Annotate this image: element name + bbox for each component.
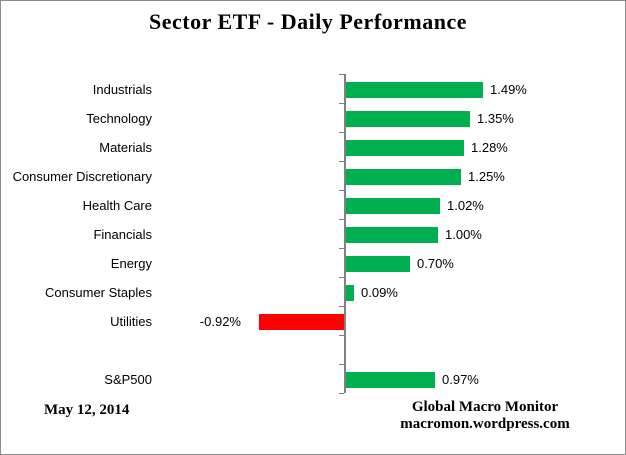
bar-s-p500 xyxy=(346,372,435,388)
axis-tick xyxy=(339,364,344,365)
bar-industrials xyxy=(346,82,483,98)
axis-tick xyxy=(339,335,344,336)
value-label: 1.28% xyxy=(471,140,508,155)
axis-tick xyxy=(339,190,344,191)
bar-energy xyxy=(346,256,410,272)
axis-tick xyxy=(339,393,344,394)
category-label: Industrials xyxy=(92,82,152,97)
bar-consumer-discretionary xyxy=(346,169,461,185)
axis-tick xyxy=(339,277,344,278)
value-label: 1.49% xyxy=(490,82,527,97)
bar-health-care xyxy=(346,198,440,214)
value-label: 1.25% xyxy=(468,169,505,184)
value-label: 1.02% xyxy=(447,198,484,213)
bar-utilities xyxy=(259,314,344,330)
category-label: Materials xyxy=(99,140,152,155)
category-label: S&P500 xyxy=(104,372,152,387)
axis-tick xyxy=(339,248,344,249)
source-attribution: Global Macro Monitor macromon.wordpress.… xyxy=(375,399,595,433)
category-label: Technology xyxy=(86,111,152,126)
value-label: -0.92% xyxy=(199,314,241,329)
category-label: Health Care xyxy=(82,198,152,213)
category-label: Financials xyxy=(93,227,152,242)
bar-consumer-staples xyxy=(346,285,354,301)
value-label: 1.00% xyxy=(445,227,482,242)
value-label: 0.70% xyxy=(417,256,454,271)
bar-financials xyxy=(346,227,438,243)
category-label: Energy xyxy=(110,256,152,271)
category-label: Utilities xyxy=(110,314,152,329)
axis-tick xyxy=(339,161,344,162)
category-label: Consumer Discretionary xyxy=(12,169,152,184)
source-name: Global Macro Monitor xyxy=(411,399,559,415)
axis-tick xyxy=(339,74,344,75)
category-label: Consumer Staples xyxy=(45,285,152,300)
value-label: 1.35% xyxy=(477,111,514,126)
date-label: May 12, 2014 xyxy=(44,402,130,418)
bar-technology xyxy=(346,111,470,127)
bar-materials xyxy=(346,140,464,156)
axis-tick xyxy=(339,306,344,307)
chart-title: Sector ETF - Daily Performance xyxy=(148,9,467,34)
value-label: 0.09% xyxy=(361,285,398,300)
value-label: 0.97% xyxy=(442,372,479,387)
axis-tick xyxy=(339,132,344,133)
zero-axis-line xyxy=(344,74,346,393)
source-url: macromon.wordpress.com xyxy=(400,416,570,432)
axis-tick xyxy=(339,219,344,220)
axis-tick xyxy=(339,103,344,104)
